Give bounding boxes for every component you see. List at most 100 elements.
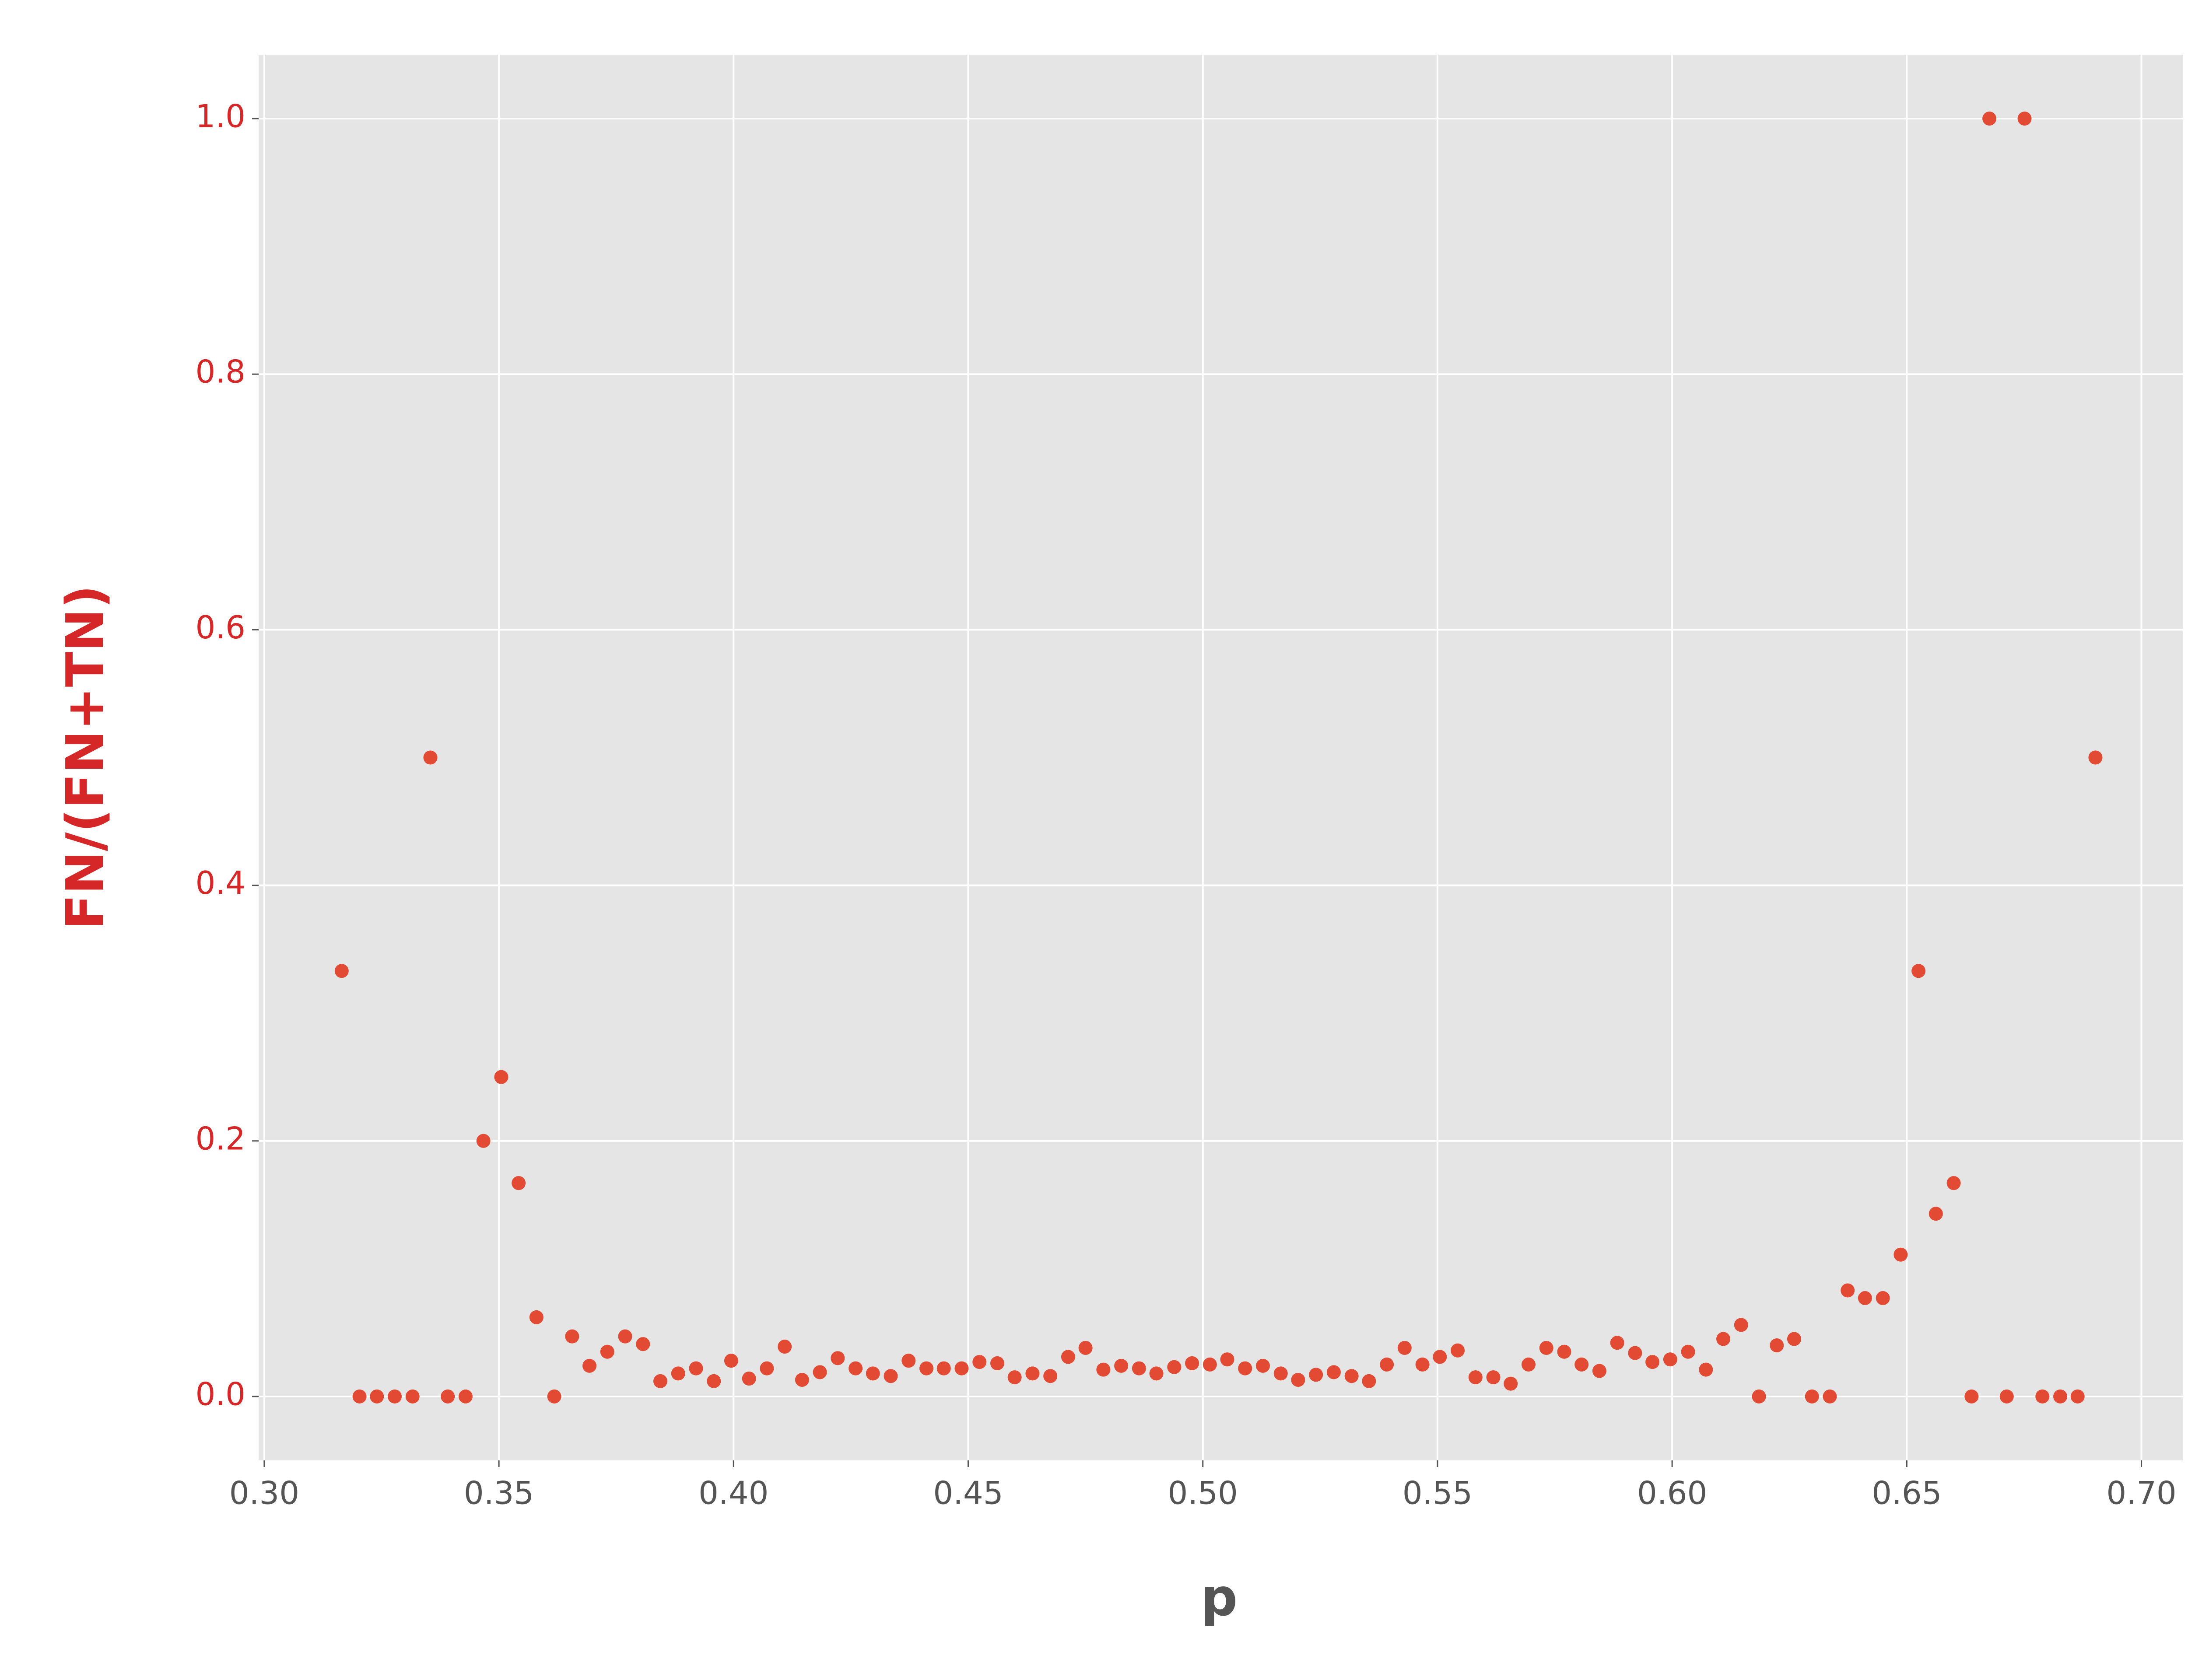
point [1521, 1357, 1536, 1372]
point [1078, 1340, 1093, 1355]
point [423, 750, 438, 765]
point [582, 1358, 597, 1373]
x-tick-label: 0.60 [1637, 1475, 1707, 1512]
point [1255, 1358, 1270, 1373]
point [1716, 1332, 1731, 1346]
point [1610, 1336, 1624, 1350]
point [1167, 1360, 1182, 1374]
point [370, 1389, 384, 1404]
y-axis-label: FN/(FN+TN) [55, 585, 115, 930]
point [707, 1374, 721, 1388]
y-tick-label: 0.8 [195, 354, 245, 390]
point [1628, 1346, 1642, 1360]
point [1911, 964, 1926, 978]
point [2017, 112, 2032, 126]
point [671, 1366, 685, 1381]
point [1681, 1344, 1695, 1359]
point [1362, 1374, 1376, 1388]
point [1061, 1350, 1075, 1364]
point [2035, 1389, 2050, 1404]
point [1592, 1364, 1606, 1378]
point [1309, 1368, 1323, 1382]
point [547, 1389, 561, 1404]
point [2088, 750, 2103, 765]
point [742, 1372, 756, 1386]
point [334, 964, 349, 978]
point [636, 1337, 650, 1351]
point [512, 1176, 526, 1190]
point [1238, 1361, 1252, 1376]
point [1380, 1357, 1394, 1372]
point [1043, 1369, 1058, 1383]
x-tick-label: 0.50 [1168, 1475, 1238, 1512]
point [1805, 1389, 1819, 1404]
point [1415, 1357, 1430, 1372]
point [494, 1070, 508, 1084]
point [1326, 1365, 1341, 1379]
point [458, 1389, 473, 1404]
y-tick-label: 0.0 [195, 1376, 245, 1412]
y-tick-label: 1.0 [195, 98, 245, 135]
point [1557, 1344, 1571, 1359]
point [1663, 1352, 1677, 1367]
point [1433, 1350, 1447, 1364]
point [1397, 1340, 1412, 1355]
point [1574, 1357, 1589, 1372]
point [1929, 1207, 1943, 1221]
point [1893, 1247, 1908, 1262]
x-axis-label: p [1201, 1567, 1238, 1628]
point [990, 1356, 1004, 1371]
plot-area [259, 55, 2183, 1460]
point [565, 1329, 579, 1344]
point [1504, 1376, 1518, 1391]
point [936, 1361, 951, 1376]
x-tick-label: 0.35 [464, 1475, 534, 1512]
point [813, 1365, 827, 1379]
point [352, 1389, 367, 1404]
point [441, 1389, 455, 1404]
point [831, 1351, 845, 1365]
point [2070, 1389, 2085, 1404]
point [901, 1354, 916, 1368]
point [618, 1329, 632, 1344]
point [1203, 1357, 1217, 1372]
point [849, 1361, 863, 1376]
point [919, 1361, 934, 1376]
point [529, 1310, 543, 1324]
x-tick-label: 0.65 [1872, 1475, 1942, 1512]
point [1273, 1366, 1288, 1381]
point [778, 1340, 792, 1354]
point [1787, 1332, 1801, 1346]
point [1982, 112, 1997, 126]
point [1486, 1370, 1501, 1385]
point [1946, 1176, 1961, 1190]
point [1823, 1389, 1837, 1404]
point [884, 1369, 898, 1383]
point [1114, 1358, 1129, 1373]
y-tick-label: 0.2 [195, 1120, 245, 1157]
x-tick-label: 0.55 [1403, 1475, 1473, 1512]
point [954, 1361, 969, 1376]
point [1025, 1366, 1040, 1381]
point [388, 1389, 402, 1404]
y-tick-label: 0.4 [195, 864, 245, 901]
point [600, 1344, 614, 1359]
x-tick-label: 0.40 [698, 1475, 768, 1512]
point [795, 1372, 809, 1387]
y-tick-label: 0.6 [195, 609, 245, 646]
point [724, 1354, 738, 1368]
x-tick-label: 0.70 [2106, 1475, 2176, 1512]
point [405, 1389, 420, 1404]
point [1841, 1283, 1855, 1298]
point [1734, 1318, 1748, 1332]
point [1468, 1370, 1483, 1385]
point [1096, 1362, 1111, 1377]
point [1858, 1291, 1872, 1306]
point [689, 1361, 703, 1376]
point [2053, 1389, 2068, 1404]
point [1999, 1389, 2014, 1404]
point [653, 1374, 667, 1388]
point [1220, 1352, 1234, 1367]
x-tick-label: 0.30 [229, 1475, 299, 1512]
